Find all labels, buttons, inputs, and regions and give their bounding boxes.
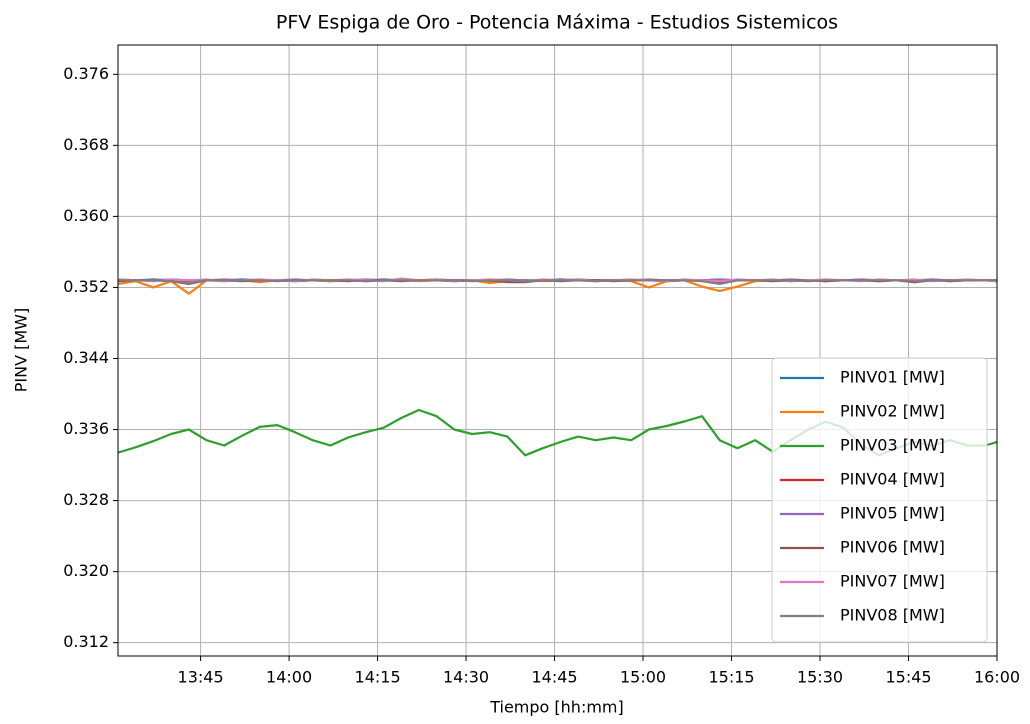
axes-frame	[117, 44, 998, 657]
x-tick-label: 15:00	[620, 668, 666, 687]
x-tick-label: 15:15	[708, 668, 754, 687]
x-tick-label: 14:15	[355, 668, 401, 687]
legend-label: PINV07 [MW]	[840, 572, 945, 591]
y-tick-label: 0.376	[63, 64, 109, 83]
x-tick-label: 14:30	[443, 668, 489, 687]
legend-box	[771, 357, 988, 643]
chart-title: PFV Espiga de Oro - Potencia Máxima - Es…	[276, 12, 838, 34]
y-tick-label: 0.352	[63, 277, 109, 296]
y-tick-label: 0.368	[63, 135, 109, 154]
legend-label: PINV06 [MW]	[840, 538, 945, 557]
y-tick-label: 0.320	[63, 561, 109, 580]
series-line	[118, 279, 997, 285]
x-axis-label: Tiempo [hh:mm]	[489, 698, 624, 717]
legend-label: PINV01 [MW]	[840, 368, 945, 387]
x-tick-label: 14:45	[531, 668, 577, 687]
y-axis-label: PINV [MW]	[12, 308, 31, 392]
x-tick-label: 13:45	[178, 668, 224, 687]
x-tick-label: 16:00	[974, 668, 1020, 687]
x-tick-label: 14:00	[266, 668, 312, 687]
legend-label: PINV03 [MW]	[840, 436, 945, 455]
y-tick-label: 0.344	[63, 348, 109, 367]
y-tick-label: 0.360	[63, 206, 109, 225]
legend-label: PINV08 [MW]	[840, 606, 945, 625]
legend-label: PINV05 [MW]	[840, 504, 945, 523]
legend-label: PINV02 [MW]	[840, 402, 945, 421]
x-tick-label: 15:30	[797, 668, 843, 687]
y-tick-label: 0.312	[63, 632, 109, 651]
y-tick-label: 0.336	[63, 419, 109, 438]
legend-label: PINV04 [MW]	[840, 470, 945, 489]
x-tick-label: 15:45	[885, 668, 931, 687]
y-tick-label: 0.328	[63, 490, 109, 509]
